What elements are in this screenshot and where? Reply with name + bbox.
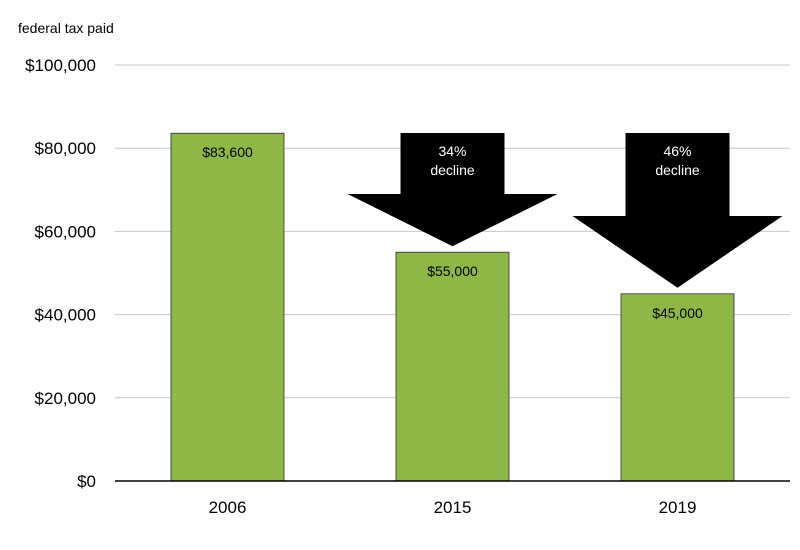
x-tick-labels: 2006 2015 2019 xyxy=(209,498,697,517)
y-tick-labels: $0 $20,000 $40,000 $60,000 $80,000 $100,000 xyxy=(25,56,96,491)
bar xyxy=(395,251,510,482)
y-tick-label: $60,000 xyxy=(35,222,96,241)
y-tick-label: $0 xyxy=(77,472,96,491)
x-tick-label: 2019 xyxy=(659,498,697,517)
arrow-label-percent: 46% xyxy=(663,143,691,159)
decline-arrows: 34% decline 46% decline xyxy=(347,133,783,288)
y-tick-label: $80,000 xyxy=(35,139,96,158)
y-axis-title: federal tax paid xyxy=(18,20,114,36)
arrow-label-text: decline xyxy=(655,162,700,178)
bar xyxy=(620,293,735,482)
x-tick-label: 2006 xyxy=(209,498,247,517)
bar xyxy=(170,132,285,482)
decline-arrow xyxy=(347,133,558,247)
y-tick-label: $20,000 xyxy=(35,389,96,408)
bar-value-label: $55,000 xyxy=(427,263,478,279)
arrow-label-text: decline xyxy=(430,162,475,178)
x-tick-label: 2015 xyxy=(434,498,472,517)
y-tick-label: $100,000 xyxy=(25,56,96,75)
arrow-label-percent: 34% xyxy=(438,143,466,159)
bar-value-label: $45,000 xyxy=(652,305,703,321)
bars: $83,600 $55,000 $45,000 xyxy=(170,132,735,482)
decline-arrow xyxy=(572,133,783,288)
bar-value-label: $83,600 xyxy=(202,144,253,160)
y-tick-label: $40,000 xyxy=(35,306,96,325)
